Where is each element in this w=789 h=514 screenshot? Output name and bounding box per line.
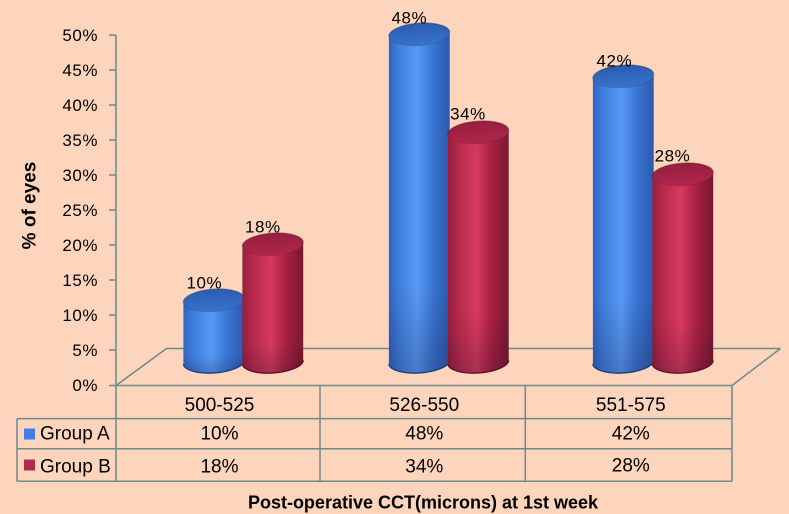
svg-text:35%: 35% (62, 131, 98, 150)
svg-text:551-575: 551-575 (596, 395, 666, 416)
svg-text:20%: 20% (62, 236, 98, 255)
svg-text:Post-operative CCT(microns) at: Post-operative CCT(microns) at 1st week (248, 493, 599, 513)
svg-text:42%: 42% (597, 52, 633, 71)
svg-text:Group B: Group B (40, 456, 111, 477)
svg-text:48%: 48% (405, 424, 443, 445)
svg-text:28%: 28% (612, 456, 650, 477)
svg-text:500-525: 500-525 (185, 395, 255, 416)
svg-text:28%: 28% (655, 146, 691, 165)
svg-text:40%: 40% (62, 96, 98, 115)
svg-text:34%: 34% (450, 104, 486, 123)
svg-text:10%: 10% (186, 274, 222, 293)
svg-text:15%: 15% (62, 271, 98, 290)
svg-text:5%: 5% (72, 341, 98, 360)
svg-text:42%: 42% (612, 424, 650, 445)
svg-text:30%: 30% (62, 166, 98, 185)
svg-text:0%: 0% (72, 376, 98, 395)
svg-text:10%: 10% (200, 424, 238, 445)
svg-text:34%: 34% (405, 456, 443, 477)
svg-text:% of eyes: % of eyes (20, 162, 41, 250)
svg-text:10%: 10% (62, 306, 98, 325)
svg-text:18%: 18% (200, 456, 238, 477)
svg-text:25%: 25% (62, 201, 98, 220)
svg-text:526-550: 526-550 (389, 395, 459, 416)
svg-text:48%: 48% (392, 8, 428, 27)
svg-text:50%: 50% (62, 26, 98, 45)
svg-text:Group A: Group A (40, 424, 110, 445)
svg-text:18%: 18% (245, 218, 281, 237)
svg-text:45%: 45% (62, 61, 98, 80)
